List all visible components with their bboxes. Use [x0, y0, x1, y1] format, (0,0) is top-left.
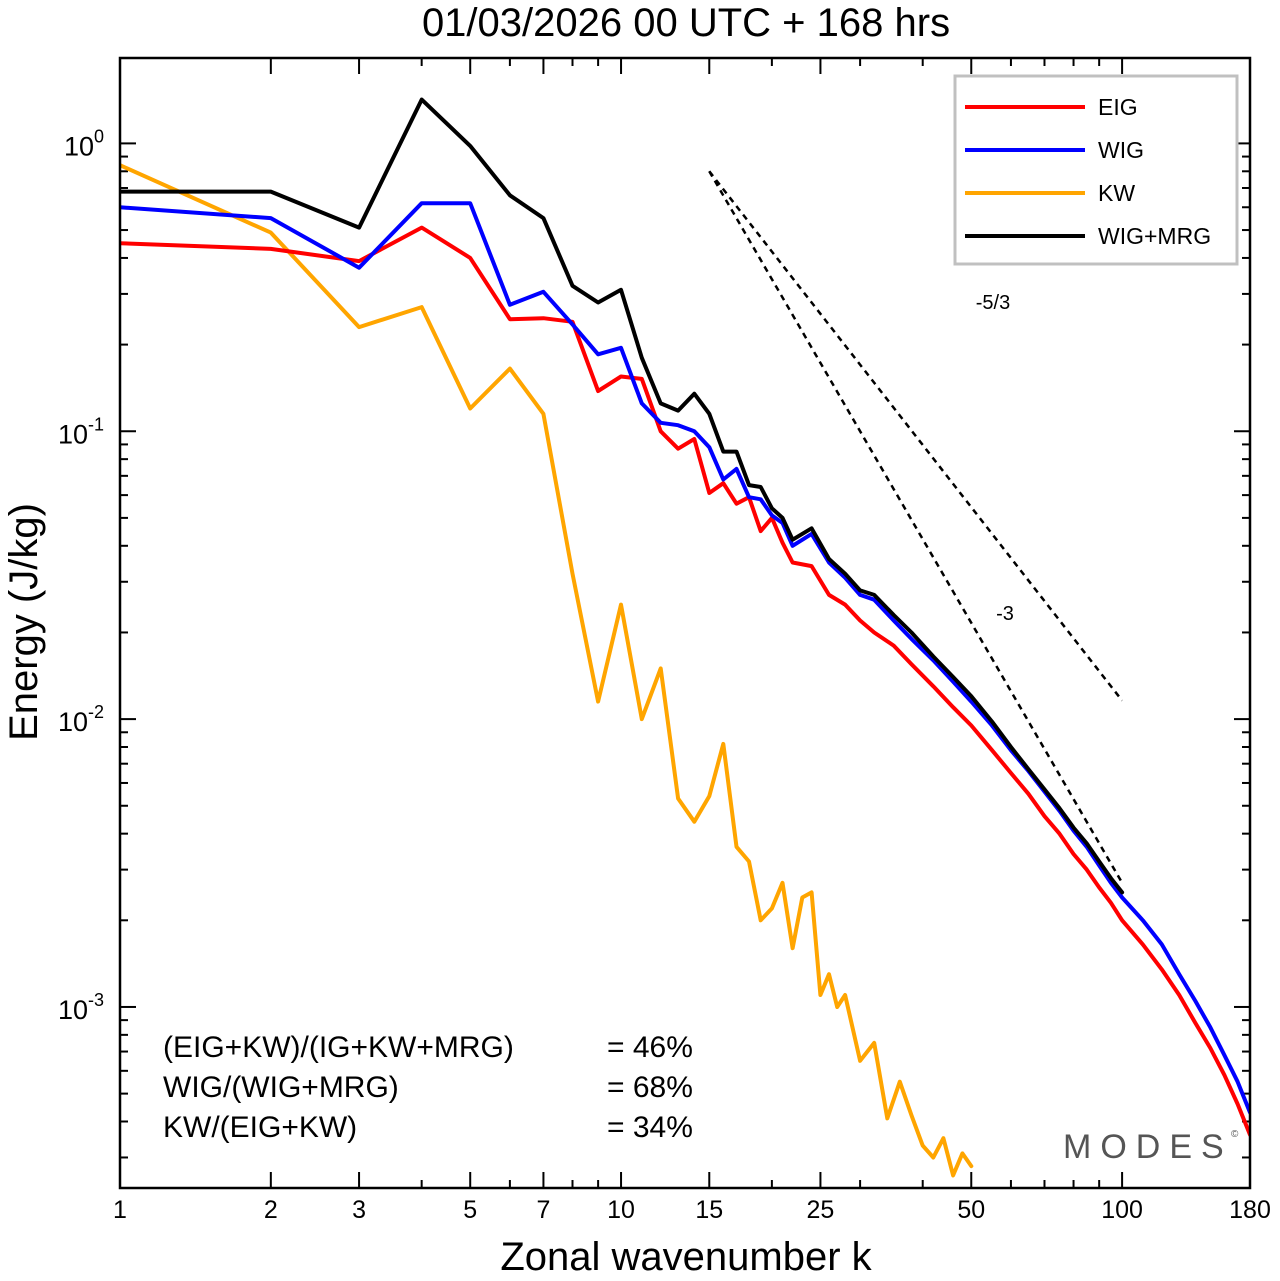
tick-labels: 1 2 3 5 7 10 15 25 50 100 180 100 10-1 10-2 10-3 [58, 126, 1271, 1224]
series-line-eig [120, 225, 1250, 1137]
x-tick-label: 3 [352, 1196, 366, 1224]
copyright-mark: © [1231, 1129, 1239, 1140]
legend-label: EIG [1098, 94, 1138, 120]
axes-ticks [119, 58, 1251, 1188]
annotation-value: = 68% [607, 1071, 693, 1104]
legend: EIG WIG KW WIG+MRG [953, 74, 1239, 266]
slope-reference-lines: -5/3 -3 [708, 170, 1124, 884]
plot-frame [118, 56, 1252, 1190]
slope-line-2 [708, 170, 1124, 884]
series-line-kw [120, 163, 974, 1178]
x-tick-label: 25 [807, 1196, 835, 1224]
x-tick-label: 15 [695, 1196, 723, 1224]
x-tick-label: 1 [113, 1196, 127, 1224]
x-tick-label: 5 [463, 1196, 477, 1224]
y-axis-title: Energy (J/kg) [2, 503, 46, 741]
y-tick-label: 10-2 [58, 702, 104, 737]
slope-label: -3 [996, 603, 1014, 625]
y-tick-label: 10-1 [58, 414, 104, 449]
slope-label: -5/3 [976, 292, 1010, 314]
annotation-label: (EIG+KW)/(IG+KW+MRG) [163, 1031, 514, 1064]
x-axis-title: Zonal wavenumber k [500, 1235, 872, 1279]
legend-label: KW [1098, 180, 1135, 206]
series-line-wig [120, 201, 1250, 1115]
legend-label: WIG [1098, 137, 1144, 163]
spectrum-series [120, 97, 1250, 1178]
annotation-label: WIG/(WIG+MRG) [163, 1071, 399, 1104]
x-tick-label: 10 [607, 1196, 635, 1224]
annotation-label: KW/(EIG+KW) [163, 1111, 357, 1144]
y-tick-label: 100 [64, 126, 104, 161]
x-tick-label: 7 [536, 1196, 550, 1224]
annotation-value: = 46% [607, 1031, 693, 1064]
y-tick-label: 10-3 [58, 990, 104, 1025]
slope-line-1 [708, 170, 1124, 702]
modes-watermark: MODES [1063, 1128, 1233, 1166]
chart-title: 01/03/2026 00 UTC + 168 hrs [422, 1, 950, 45]
x-tick-label: 100 [1101, 1196, 1143, 1224]
x-tick-label: 2 [264, 1196, 278, 1224]
ratio-annotations: (EIG+KW)/(IG+KW+MRG) = 46% WIG/(WIG+MRG) = … [163, 1031, 693, 1144]
x-tick-label: 180 [1229, 1196, 1271, 1224]
legend-label: WIG+MRG [1098, 223, 1211, 249]
series-line-wig-mrg [120, 97, 1125, 895]
x-tick-label: 50 [957, 1196, 985, 1224]
annotation-value: = 34% [607, 1111, 693, 1144]
